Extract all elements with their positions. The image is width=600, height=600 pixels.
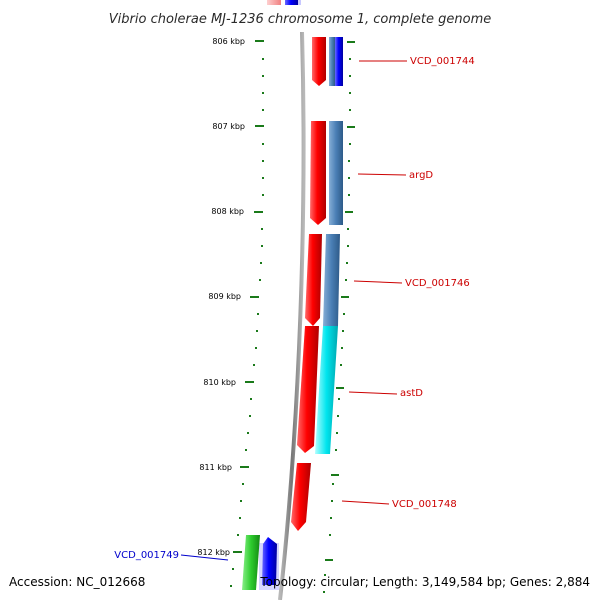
map-title: Vibrio cholerae MJ-1236 chromosome 1, co… [109, 12, 491, 27]
gene-vcd-001746[interactable]: VCD_001746 [305, 234, 470, 326]
summary-text: Topology: circular; Length: 3,149,584 bp… [259, 575, 590, 589]
label-leader [348, 391, 398, 395]
gene-label-astd[interactable]: astD [400, 388, 423, 399]
accession-text: Accession: NC_012668 [9, 575, 145, 589]
right-track [323, 41, 355, 593]
cds-arrow [312, 37, 326, 86]
ruler-label-809: 809 kbp [208, 292, 241, 301]
cds-arrow [262, 537, 277, 585]
gene-top-right [285, 0, 298, 5]
cds-arrow [291, 463, 311, 531]
ruler-label-807: 807 kbp [212, 122, 245, 131]
left-ruler-track [230, 58, 264, 587]
ruler-label-806: 806 kbp [212, 37, 245, 46]
gene-label-vcd-001744[interactable]: VCD_001744 [410, 56, 475, 67]
gene-astd[interactable]: astD [297, 326, 423, 454]
cds-arrow [310, 121, 326, 225]
gene-top-right-band [298, 0, 301, 5]
gene-label-vcd-001748[interactable]: VCD_001748 [392, 499, 457, 510]
cog-bar [315, 326, 338, 454]
ruler-tick-809: 809 kbp [208, 292, 259, 301]
gene-label-vcd-001749[interactable]: VCD_001749 [114, 550, 179, 561]
gene-argd[interactable]: argD [310, 121, 433, 225]
ruler-label-810: 810 kbp [203, 378, 236, 387]
ruler-tick-810: 810 kbp [203, 378, 254, 387]
ruler-tick-806: 806 kbp [212, 37, 264, 46]
gene-top-left [267, 0, 281, 5]
strand-bar [335, 37, 343, 86]
gene-vcd-001748[interactable]: VCD_001748 [291, 463, 457, 531]
gene-vcd-001749[interactable]: VCD_001749 [114, 535, 279, 590]
ruler-tick-812: 812 kbp [197, 548, 242, 557]
cog-bar [323, 234, 340, 326]
cog-bar [329, 121, 343, 225]
cog-bar [329, 37, 335, 86]
gene-label-vcd-001746[interactable]: VCD_001746 [405, 278, 470, 289]
label-leader [180, 554, 229, 561]
ruler-label-811: 811 kbp [199, 463, 232, 472]
label-leader [357, 173, 407, 176]
ruler-label-808: 808 kbp [211, 207, 244, 216]
label-leader [341, 500, 390, 505]
ruler-tick-808: 808 kbp [211, 207, 263, 216]
ruler-label-812: 812 kbp [197, 548, 230, 557]
cds-arrow [297, 326, 319, 453]
ruler-tick-807: 807 kbp [212, 122, 264, 131]
gene-vcd-001744[interactable]: VCD_001744 [312, 37, 475, 86]
ruler-tick-811: 811 kbp [199, 463, 249, 472]
cog-bar [242, 535, 260, 590]
gene-label-argd[interactable]: argD [409, 170, 433, 181]
cds-arrow [305, 234, 322, 326]
genome-backbone [278, 31, 306, 600]
label-leader [353, 280, 403, 284]
